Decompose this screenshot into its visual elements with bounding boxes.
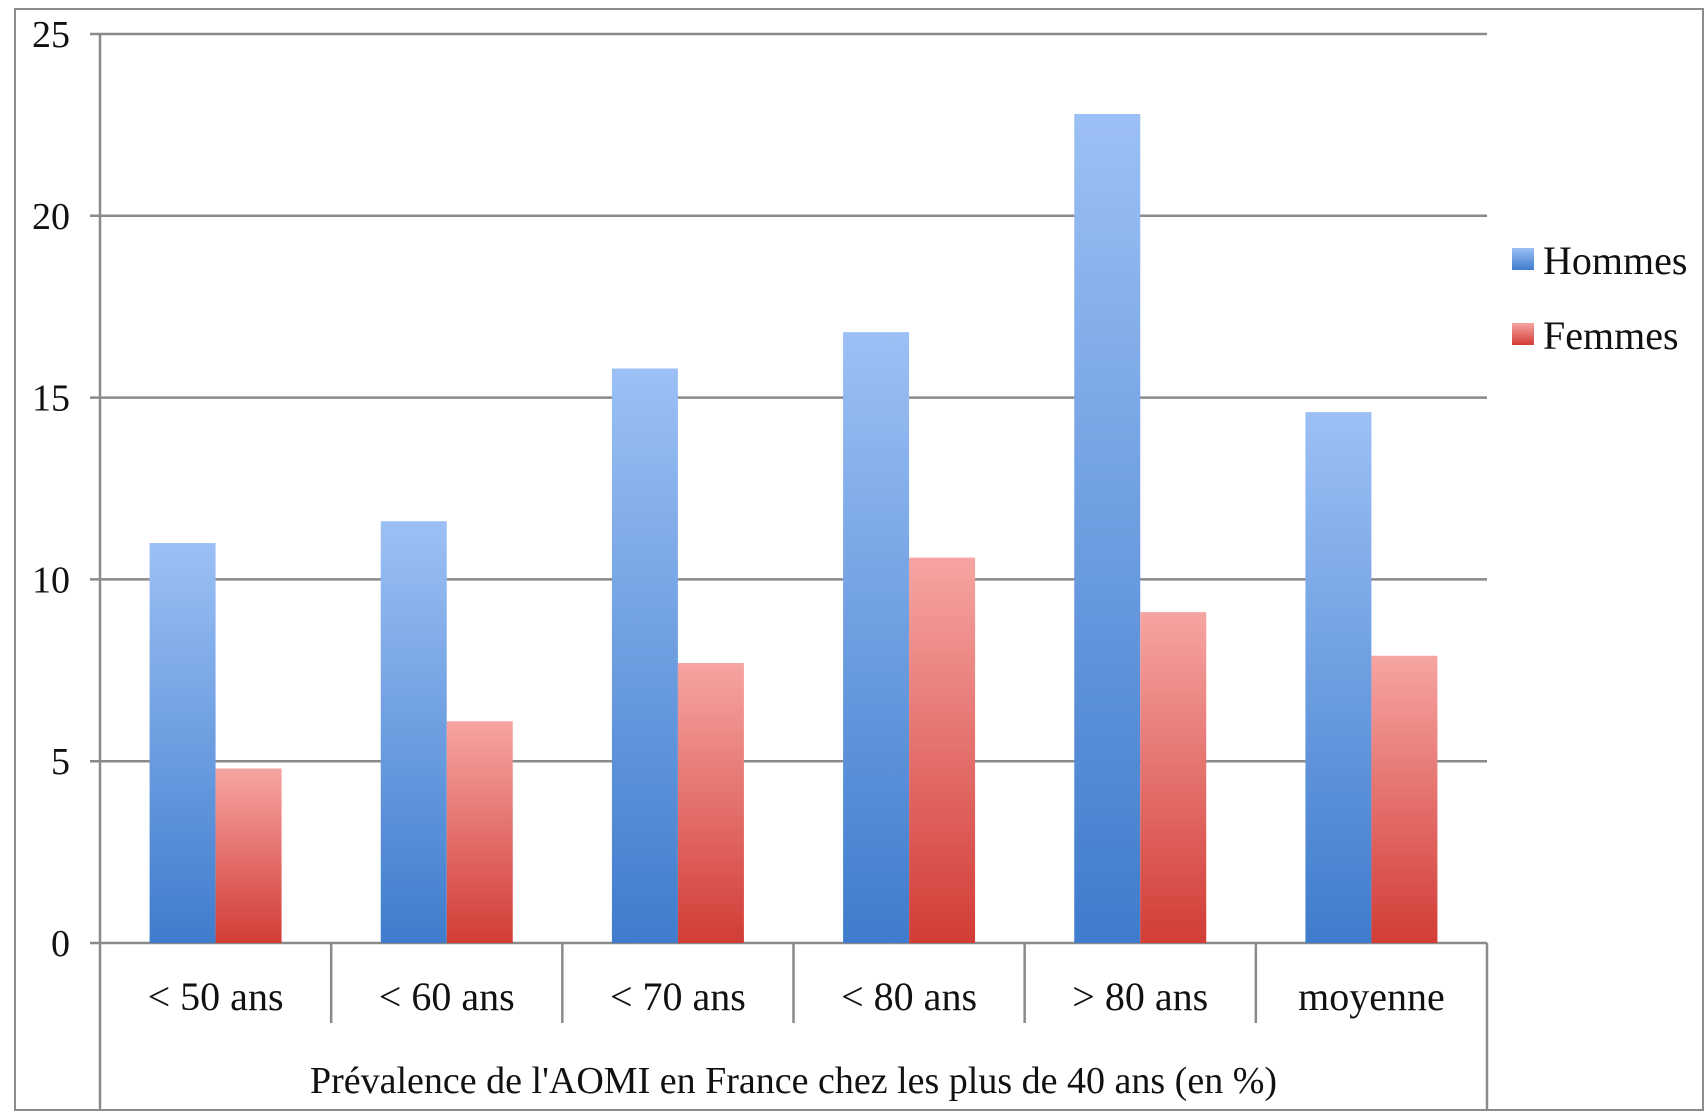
- x-tick-label-5: moyenne: [1298, 974, 1445, 1019]
- bar-femmes-2: [677, 663, 744, 943]
- y-tick-label-25: 25: [32, 14, 70, 56]
- x-tick-label-2: < 70 ans: [610, 974, 746, 1019]
- y-tick-label-15: 15: [32, 378, 70, 420]
- bar-hommes-2: [611, 368, 678, 944]
- x-tick-label-1: < 60 ans: [379, 974, 515, 1019]
- x-tick-label-4: > 80 ans: [1072, 974, 1208, 1019]
- legend-swatch-hommes: [1512, 248, 1534, 270]
- y-tick-label-5: 5: [51, 741, 70, 783]
- legend-label-hommes: Hommes: [1543, 238, 1687, 283]
- bar-hommes-1: [380, 521, 447, 943]
- x-tick-label-0: < 50 ans: [148, 974, 284, 1019]
- labels: 0 5 10 15 20 25 < 50 ans < 60 ans < 70 ans < 80 a…: [32, 14, 1445, 1019]
- legend-label-femmes: Femmes: [1543, 313, 1679, 358]
- bar-femmes-1: [446, 721, 513, 943]
- y-tick-label-10: 10: [32, 559, 70, 601]
- bar-femmes-4: [1140, 612, 1207, 943]
- bar-femmes-5: [1371, 655, 1438, 943]
- x-tick-label-3: < 80 ans: [841, 974, 977, 1019]
- bar-hommes-4: [1074, 113, 1141, 943]
- y-tick-label-20: 20: [32, 196, 70, 238]
- bars: [149, 113, 1438, 944]
- bar-femmes-3: [909, 557, 976, 943]
- legend: Hommes Femmes: [1512, 238, 1687, 358]
- y-tick-label-0: 0: [51, 923, 70, 965]
- bar-hommes-3: [843, 332, 910, 944]
- bar-hommes-5: [1305, 412, 1372, 943]
- axes: [98, 34, 1489, 1110]
- x-axis-title: Prévalence de l'AOMI en France chez les …: [310, 1060, 1277, 1102]
- bar-hommes-0: [149, 543, 216, 943]
- gridlines: [90, 32, 1487, 945]
- legend-swatch-femmes: [1512, 323, 1534, 345]
- bar-femmes-0: [215, 768, 282, 943]
